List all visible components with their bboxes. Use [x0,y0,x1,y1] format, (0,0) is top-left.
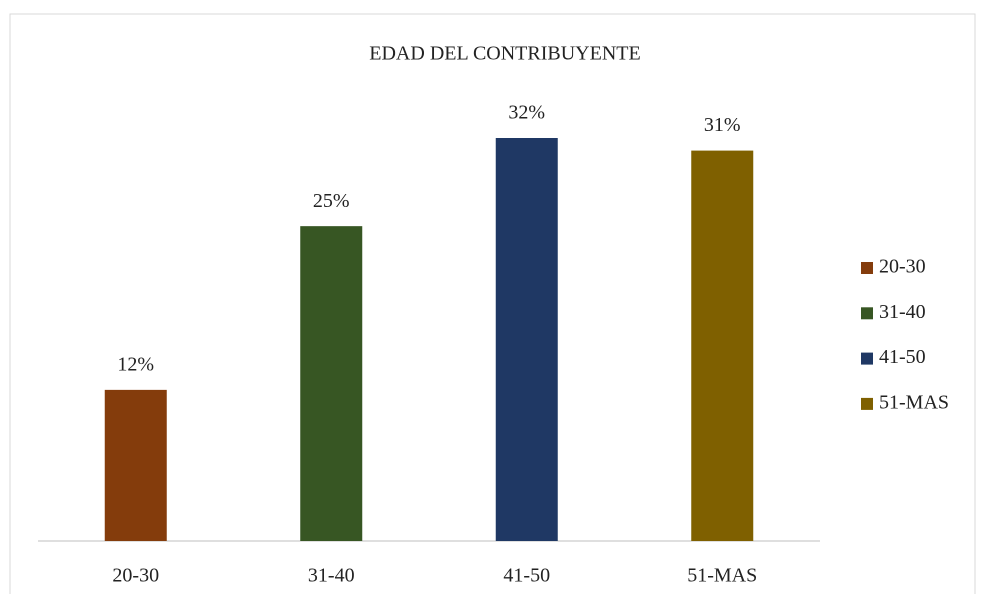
data-label: 12% [117,353,154,375]
bar [104,389,167,541]
legend-swatch [861,397,873,410]
bar [691,150,754,541]
chart-title: EDAD DEL CONTRIBUYENTE [369,43,640,65]
chart-border [9,13,976,594]
x-tick-label: 31-40 [308,565,355,587]
data-label: 31% [704,114,741,136]
legend-swatch [861,307,873,320]
bar [495,138,558,541]
bar [300,226,363,541]
x-tick-label: 41-50 [503,565,550,587]
legend-label: 20-30 [879,256,926,278]
x-tick-label: 20-30 [112,565,159,587]
data-label: 32% [508,102,545,124]
legend-swatch [861,352,873,365]
legend-swatch [861,262,873,274]
legend-label: 31-40 [879,301,926,323]
legend-label: 51-MAS [879,391,949,413]
data-label: 25% [313,190,350,212]
legend-label: 41-50 [879,346,926,368]
x-tick-label: 51-MAS [687,565,757,587]
